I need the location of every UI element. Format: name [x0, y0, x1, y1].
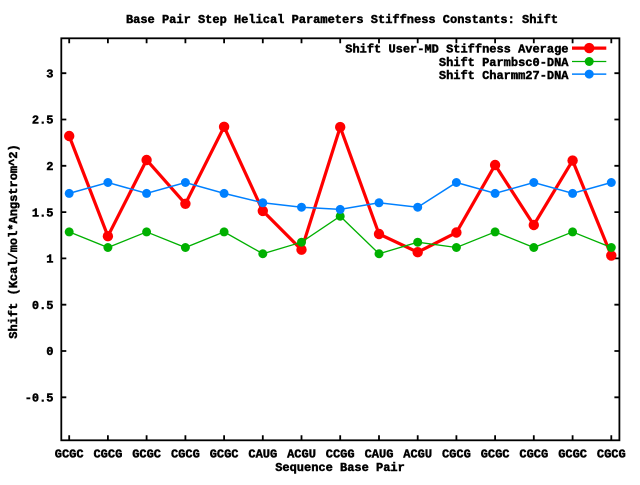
svg-text:ACGU: ACGU	[403, 448, 432, 462]
svg-text:0.5: 0.5	[32, 299, 54, 313]
svg-text:GCGC: GCGC	[481, 448, 510, 462]
svg-text:2.5: 2.5	[32, 114, 54, 128]
svg-text:GCGC: GCGC	[558, 448, 587, 462]
svg-text:Sequence Base Pair: Sequence Base Pair	[275, 461, 405, 475]
svg-text:Shift Parmbsc0-DNA: Shift Parmbsc0-DNA	[439, 56, 569, 70]
svg-text:CGCG: CGCG	[519, 448, 548, 462]
svg-text:CAUG: CAUG	[248, 448, 277, 462]
svg-text:Shift User-MD Stiffness Averag: Shift User-MD Stiffness Average	[345, 43, 568, 57]
svg-text:CCGG: CCGG	[326, 448, 355, 462]
svg-text:0: 0	[46, 345, 53, 359]
svg-text:CGCG: CGCG	[442, 448, 471, 462]
svg-text:2: 2	[46, 160, 53, 174]
svg-text:ACGU: ACGU	[287, 448, 316, 462]
svg-text:1: 1	[46, 253, 53, 267]
svg-text:GCGC: GCGC	[55, 448, 84, 462]
svg-text:3: 3	[46, 68, 53, 82]
svg-text:GCGC: GCGC	[210, 448, 239, 462]
svg-text:Shift (Kcal/mol*Angstrom^2): Shift (Kcal/mol*Angstrom^2)	[7, 144, 21, 338]
svg-text:CGCG: CGCG	[93, 448, 122, 462]
svg-text:CAUG: CAUG	[365, 448, 394, 462]
svg-text:CGCG: CGCG	[171, 448, 200, 462]
svg-text:GCGC: GCGC	[132, 448, 161, 462]
svg-text:1.5: 1.5	[32, 206, 54, 220]
svg-text:Base Pair Step Helical Paramet: Base Pair Step Helical Parameters Stiffn…	[126, 13, 558, 27]
svg-text:CGCG: CGCG	[597, 448, 626, 462]
svg-text:Shift Charmm27-DNA: Shift Charmm27-DNA	[439, 69, 569, 83]
svg-text:-0.5: -0.5	[25, 392, 54, 406]
